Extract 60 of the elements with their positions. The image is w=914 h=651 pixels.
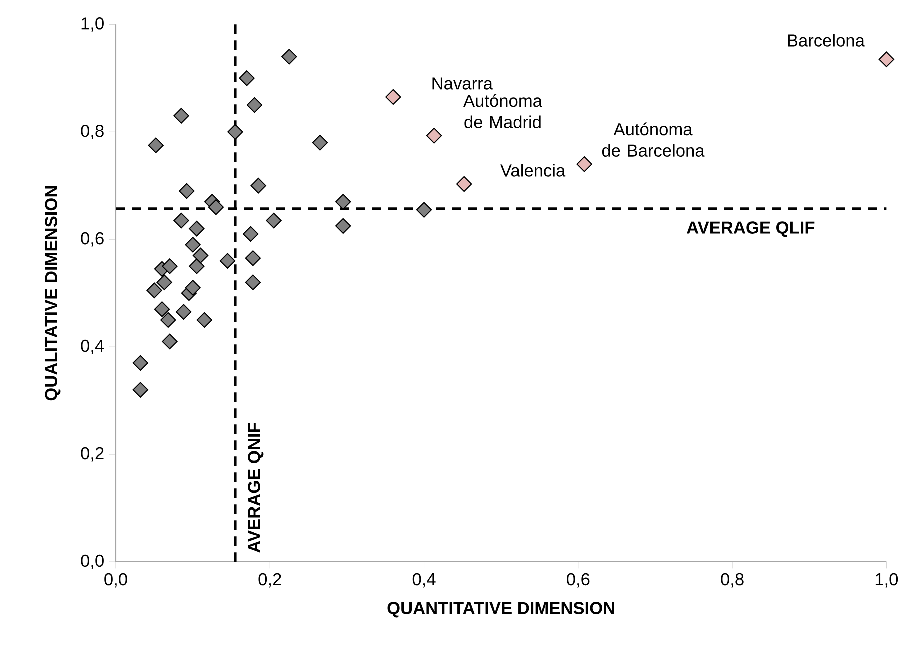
y-tick-label: 0,0 — [81, 554, 104, 570]
point — [156, 274, 172, 290]
point — [196, 312, 212, 328]
point — [146, 282, 162, 299]
point — [132, 382, 149, 398]
point — [312, 135, 328, 151]
annotation: Autónoma de Barcelona — [602, 122, 705, 157]
x-tick-label: 0,4 — [412, 573, 436, 588]
point — [878, 52, 895, 68]
y-tick-label: 0,6 — [81, 232, 104, 247]
point — [189, 258, 205, 274]
point — [243, 226, 259, 242]
point — [416, 202, 432, 218]
point — [176, 304, 192, 320]
ref-line-label: AVERAGE QNIF — [248, 423, 264, 553]
point — [185, 237, 201, 253]
annotation: Barcelona — [788, 34, 865, 47]
point — [386, 89, 402, 106]
point — [185, 280, 201, 296]
point — [228, 124, 244, 140]
point — [189, 220, 205, 237]
x-tick-label: 1,0 — [876, 573, 898, 588]
point — [154, 302, 170, 318]
point — [246, 97, 263, 114]
point — [245, 274, 262, 290]
point — [250, 178, 266, 194]
ref-line-label: AVERAGE QLIF — [687, 222, 815, 238]
x-tick-label: 0,2 — [258, 573, 282, 588]
y-axis-title: QUALITATIVE DIMENSION — [45, 186, 61, 401]
x-axis-title: QUANTITATIVE DIMENSION — [388, 602, 614, 618]
point — [192, 248, 209, 264]
point — [266, 212, 282, 229]
point — [148, 138, 164, 154]
y-tick-label: 0,4 — [81, 340, 104, 354]
y-tick-label: 1,0 — [82, 18, 104, 32]
annotation: Navarra — [432, 78, 493, 90]
point — [162, 258, 178, 274]
x-tick-label: 0,0 — [104, 573, 128, 588]
point — [456, 176, 472, 192]
point — [160, 312, 176, 328]
point — [576, 156, 592, 172]
y-tick-label: 0,8 — [81, 124, 104, 140]
y-tick-label: 0,2 — [81, 447, 104, 462]
annotation: Valencia — [500, 164, 566, 177]
point — [426, 128, 442, 144]
point — [245, 250, 262, 266]
point — [162, 334, 178, 350]
point — [336, 194, 352, 210]
annotation: Autónoma de Madrid — [464, 94, 542, 129]
point — [179, 183, 195, 200]
point — [132, 355, 149, 372]
point — [239, 70, 255, 86]
point — [174, 108, 190, 124]
point — [282, 49, 298, 65]
point — [220, 253, 236, 269]
point — [208, 199, 224, 216]
point — [174, 212, 190, 229]
point — [336, 218, 352, 234]
x-tick-label: 0,8 — [721, 573, 744, 588]
x-tick-label: 0,6 — [567, 573, 590, 588]
